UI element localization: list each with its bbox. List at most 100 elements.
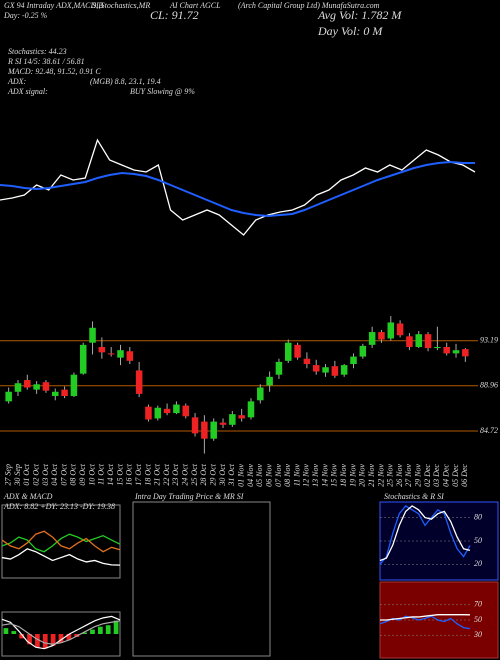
series-line xyxy=(0,160,475,218)
header-text: GX 94 Intraday ADX,MACD,B xyxy=(4,1,103,10)
y-tick-label: 70 xyxy=(474,600,482,609)
x-tick-label: 15 Nov xyxy=(330,464,339,487)
y-tick-label: 84.72 xyxy=(480,426,498,435)
candle-body xyxy=(201,421,208,439)
candle-body xyxy=(322,367,329,373)
panel xyxy=(1,504,121,579)
x-tick-label: 21 Nov xyxy=(367,464,376,487)
y-tick-label: 93.19 xyxy=(480,336,498,345)
candle-body xyxy=(163,408,171,414)
candle-body xyxy=(107,353,115,355)
candle-body xyxy=(424,334,432,349)
x-tick-label: 14 Nov xyxy=(320,464,329,487)
x-tick-label: 20 Nov xyxy=(358,464,367,487)
panel-title: Stochastics & R SI xyxy=(384,492,444,501)
x-tick-label: 05 Dec xyxy=(451,464,460,487)
candle-body xyxy=(396,323,404,336)
volume-text: Avg Vol: 1.782 M xyxy=(317,8,402,22)
close-text: CL: 91.72 xyxy=(150,8,199,22)
indicator-text: ADX signal: xyxy=(7,87,48,96)
x-tick-label: 07 Nov xyxy=(274,464,283,487)
histogram-bar xyxy=(19,634,25,639)
x-tick-label: 26 Nov xyxy=(395,464,404,487)
x-tick-label: 29 Oct xyxy=(209,463,218,485)
candle-body xyxy=(238,415,245,419)
header-text: AI Chart AGCL xyxy=(169,1,221,10)
candle-body xyxy=(154,407,162,419)
x-tick-label: 23 Oct xyxy=(171,463,180,485)
x-tick-label: 07 Oct xyxy=(59,463,68,485)
histogram-bar xyxy=(27,634,32,645)
x-tick-label: 25 Oct xyxy=(190,463,199,485)
y-tick-label: 88.96 xyxy=(480,381,498,390)
candle-body xyxy=(340,365,348,375)
x-tick-label: 22 Nov xyxy=(376,464,385,487)
candle-body xyxy=(443,346,450,354)
candle-body xyxy=(191,417,199,434)
panel-title: Intra Day Trading Price & MR SI xyxy=(134,492,244,501)
x-tick-label: 15 Oct xyxy=(115,463,124,485)
x-tick-label: 25 Nov xyxy=(386,464,395,487)
y-tick-label: 30 xyxy=(473,630,482,639)
candle-body xyxy=(98,346,106,353)
x-tick-label: 08 Nov xyxy=(283,464,292,487)
candle-body xyxy=(145,406,152,420)
y-tick-label: 50 xyxy=(474,615,482,624)
panel xyxy=(132,501,271,657)
candle-body xyxy=(257,387,264,401)
candle-body xyxy=(14,383,22,392)
series-line xyxy=(379,505,471,562)
candle-body xyxy=(24,380,31,388)
series-line xyxy=(380,614,471,621)
histogram-bar xyxy=(3,628,9,634)
series-line xyxy=(1,620,121,645)
histogram-bar xyxy=(90,629,95,634)
header-text: Day: -0.25 % xyxy=(3,11,48,20)
x-tick-label: 13 Nov xyxy=(311,464,320,487)
x-tick-label: 30 Sep xyxy=(13,464,22,487)
histogram-bar xyxy=(42,634,48,649)
candle-body xyxy=(434,346,441,349)
candle-body xyxy=(350,356,357,365)
histogram-bar xyxy=(105,625,111,634)
x-tick-label: 29 Nov xyxy=(414,464,423,487)
panel-title: ADX & MACD xyxy=(3,492,53,501)
candle-body xyxy=(79,344,87,374)
histogram-bar xyxy=(35,634,40,648)
histogram-bar xyxy=(50,634,56,646)
series-line xyxy=(1,615,121,650)
x-tick-label: 08 Oct xyxy=(69,463,78,485)
y-tick-label: 80 xyxy=(474,512,482,521)
x-tick-label: 10 Oct xyxy=(87,463,96,485)
indicator-text: R SI 14/5: 38.61 / 56.81 xyxy=(7,57,85,66)
x-tick-label: 04 Dec xyxy=(442,464,451,487)
candle-body xyxy=(173,404,180,414)
indicator-text: ADX: xyxy=(7,77,27,86)
x-tick-label: 16 Oct xyxy=(125,463,134,485)
candle-body xyxy=(452,350,460,354)
header-text: (Arch Capital Group Ltd) MunafaSutra.com xyxy=(238,1,380,10)
x-tick-label: 04 Nov xyxy=(246,464,255,487)
x-tick-label: 05 Nov xyxy=(255,464,264,487)
candle-body xyxy=(135,370,143,394)
candle-body xyxy=(462,349,469,357)
x-tick-label: 03 Oct xyxy=(41,463,50,485)
candle-body xyxy=(303,358,311,365)
panel-subtitle: ADX: 8.82 +DY: 23.13 -DY: 19.38 xyxy=(3,502,115,511)
x-tick-label: 02 Dec xyxy=(423,464,432,487)
candle-body xyxy=(331,366,339,376)
x-tick-label: 06 Dec xyxy=(460,464,469,487)
series-line xyxy=(1,533,121,553)
histogram-bar xyxy=(97,626,103,634)
x-tick-label: 27 Sep xyxy=(3,464,12,486)
candle-body xyxy=(51,391,59,397)
candle-body xyxy=(5,391,12,402)
candle-body xyxy=(378,332,385,340)
x-tick-label: 01 Nov xyxy=(236,464,245,487)
x-tick-label: 28 Oct xyxy=(199,463,208,485)
x-tick-label: 09 Oct xyxy=(78,463,87,485)
indicator-text: (MGB) 8.8, 23.1, 19.4 xyxy=(90,77,161,86)
candle-body xyxy=(387,322,395,339)
